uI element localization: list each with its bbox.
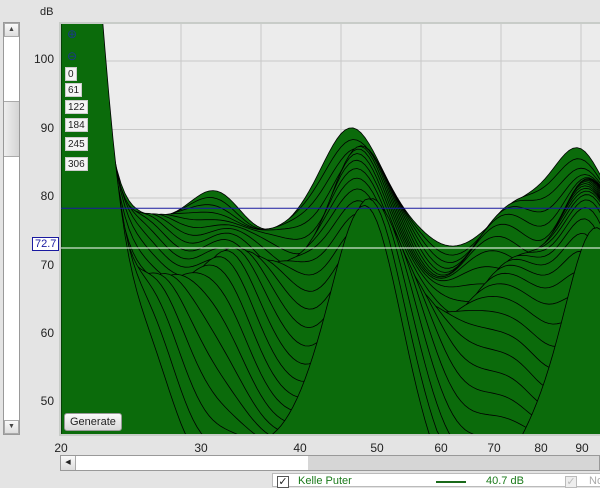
legend-row: ✓ Kelle Puter 40.7 dB ✓ No xyxy=(272,473,600,488)
waterfall-graph xyxy=(61,24,600,434)
trace-color-swatch xyxy=(436,481,466,483)
generate-button[interactable]: Generate xyxy=(64,413,122,431)
x-tick: 80 xyxy=(534,441,548,455)
x-tick: 40 xyxy=(293,441,307,455)
time-slice-button[interactable]: 61 xyxy=(65,83,83,97)
waterfall-plot[interactable]: ⊕ ⊖ 0 61 122 184 245 306 Generate xyxy=(59,22,600,436)
second-trace-name: No xyxy=(589,475,600,487)
time-slice-button[interactable]: 0 xyxy=(65,67,77,81)
y-tick: 90 xyxy=(40,121,54,135)
time-slice-button[interactable]: 245 xyxy=(65,137,88,151)
y-tick: 80 xyxy=(40,189,54,203)
x-tick: 60 xyxy=(434,441,448,455)
y-tick: 50 xyxy=(40,394,54,408)
zoom-in-icon[interactable]: ⊕ xyxy=(67,27,78,41)
y-tick: 100 xyxy=(33,52,54,66)
horizontal-scroll-thumb[interactable] xyxy=(76,456,308,470)
y-tick: 60 xyxy=(40,326,54,340)
vertical-scroll-thumb[interactable] xyxy=(4,101,19,157)
time-slice-button[interactable]: 184 xyxy=(65,118,88,132)
x-tick: 70 xyxy=(487,441,501,455)
vertical-scrollbar[interactable]: ▲ ▼ xyxy=(3,22,20,435)
waterfall-slice xyxy=(61,24,600,434)
x-tick: 90 xyxy=(575,441,589,455)
time-slice-button[interactable]: 306 xyxy=(65,157,88,171)
y-unit-label: dB xyxy=(40,6,54,18)
x-tick: 50 xyxy=(370,441,384,455)
time-slice-button[interactable]: 122 xyxy=(65,100,88,114)
cursor-level-label: 72.7 xyxy=(32,237,60,251)
scroll-up-icon[interactable]: ▲ xyxy=(4,23,19,37)
trace-value: 40.7 dB xyxy=(486,475,524,487)
horizontal-scrollbar[interactable]: ◀ xyxy=(60,455,600,471)
zoom-out-icon[interactable]: ⊖ xyxy=(67,49,78,63)
trace-checkbox[interactable]: ✓ xyxy=(277,476,289,488)
scroll-down-icon[interactable]: ▼ xyxy=(4,420,19,434)
y-tick: 70 xyxy=(40,258,54,272)
x-tick: 30 xyxy=(194,441,208,455)
x-tick: 20 xyxy=(54,441,68,455)
second-trace-checkbox[interactable]: ✓ xyxy=(565,476,577,488)
trace-name: Kelle Puter xyxy=(298,475,352,487)
scroll-left-icon[interactable]: ◀ xyxy=(61,456,76,470)
